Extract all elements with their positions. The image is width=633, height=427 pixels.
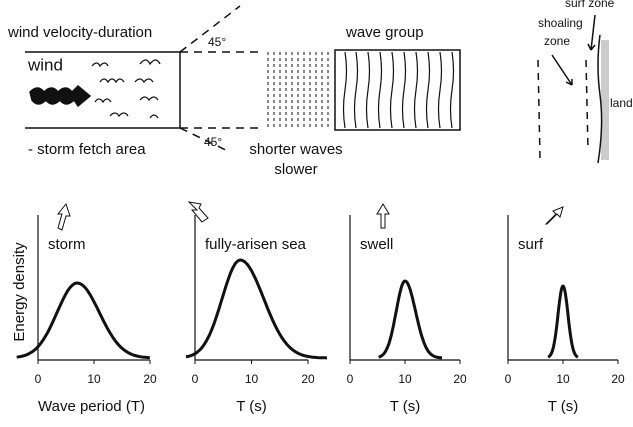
tick-label: 0 [192,372,199,386]
hollow-arrows [56,201,564,231]
label: - storm fetch area [28,141,146,158]
y-axis-label: Energy density [11,242,28,342]
tick-label: 20 [611,372,625,386]
label: wind [27,55,63,74]
label: 45° [208,35,226,49]
panel-title: fully-arisen sea [205,236,307,253]
x-axis-label: Wave period (T) [38,398,145,415]
spectrum-curve [547,284,579,359]
dispersion-lines [179,5,262,153]
label: slower [274,161,317,178]
surf-line [585,59,589,151]
surf-arrow [587,14,596,51]
tick-label: 0 [35,372,42,386]
group-waves [342,51,455,129]
spectrum-curve [378,279,443,360]
tick-label: 10 [398,372,412,386]
label: zone [544,34,570,48]
label: wind velocity-duration [7,24,152,41]
tick-label: 10 [87,372,101,386]
tick-label: 0 [505,372,512,386]
short-waves [267,52,329,128]
wave-group-box [334,49,461,131]
wind-arrow [29,84,92,108]
panel-title: surf [518,236,544,253]
label: 45° [204,135,222,149]
spectrum-curve [185,258,328,360]
tick-label: 20 [143,372,157,386]
panel-title: storm [48,236,86,253]
shoaling-line [537,59,541,159]
shoreline [597,34,603,164]
shoaling-arrow [551,54,573,86]
x-axis-label: T (s) [390,398,421,415]
x-axis-label: T (s) [548,398,579,415]
storm-waves [91,59,161,119]
tick-label: 20 [301,372,315,386]
tick-label: 0 [347,372,354,386]
label: surf zone [565,0,615,10]
tick-label: 10 [245,372,259,386]
tick-label: 20 [453,372,467,386]
top-scheme [25,5,609,231]
label: wave group [345,24,424,41]
land-band [601,40,609,160]
tick-label: 10 [556,372,570,386]
panels: 0 10 20 storm Wave period (T) 0 10 20 fully-aris… [16,215,625,415]
panel-title: swell [360,236,393,253]
x-axis-label: T (s) [236,398,267,415]
label: shorter waves [249,141,342,158]
spectrum-curve [16,281,150,360]
label: shoaling [538,16,583,30]
label: land [610,96,633,110]
